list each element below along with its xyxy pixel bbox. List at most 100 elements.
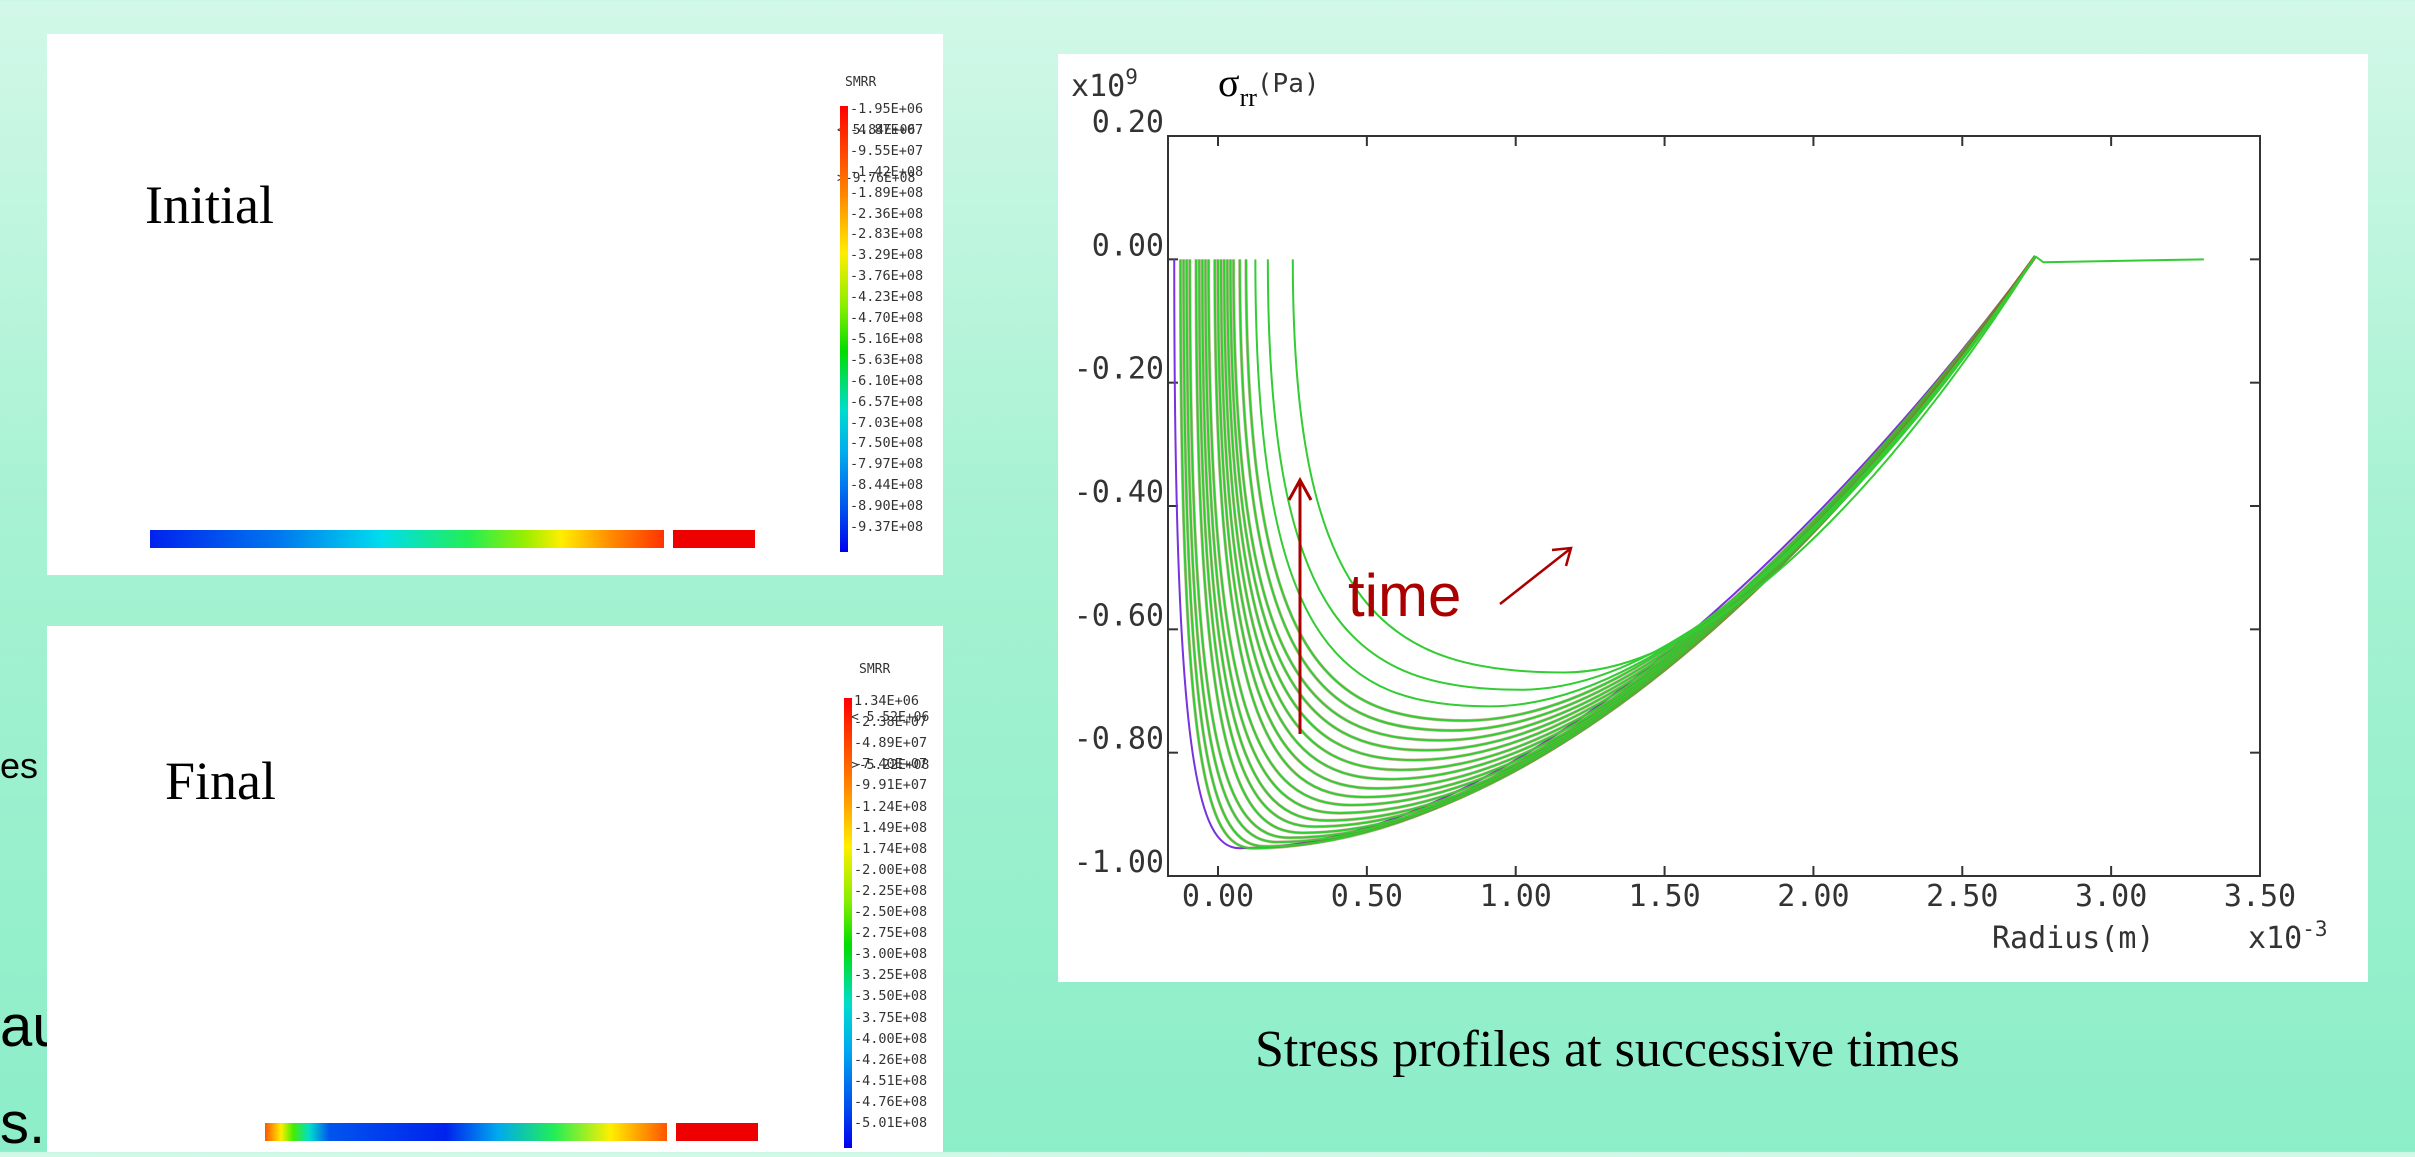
plot-frame [1167, 135, 2261, 877]
legend-value: -2.75E+08 [854, 925, 928, 942]
legend-value: 1.34E+06 [854, 693, 920, 709]
y-tick-label: -0.40 [1074, 475, 1164, 510]
legend-value: -1.42E+08 [850, 163, 924, 180]
legend-title: SMRR [845, 75, 877, 90]
legend-value: -7.40E+07 [854, 756, 928, 773]
legend-value: -5.16E+08 [850, 330, 924, 347]
x-tick-label: 2.50 [1926, 879, 1998, 914]
x-unit-exponent: x10-3 [2248, 917, 2327, 956]
y-tick-label: 0.20 [1092, 105, 1164, 140]
legend-colorbar-final [844, 698, 852, 1148]
initial-contour-segment [673, 530, 755, 548]
final-contour-segment [676, 1123, 758, 1141]
y-tick-label: -0.60 [1074, 598, 1164, 633]
legend-value: -3.76E+08 [850, 268, 924, 285]
legend-value: -3.75E+08 [854, 1009, 928, 1026]
legend-value: -5.01E+08 [854, 1115, 928, 1131]
legend-value: -8.44E+08 [850, 477, 924, 494]
series-curve [1173, 255, 2037, 850]
series-curve [1188, 255, 2037, 839]
legend-value: -2.25E+08 [854, 882, 928, 899]
panel-title-initial: Initial [145, 175, 274, 235]
chart-caption: Stress profiles at successive times [1255, 1021, 1960, 1078]
series-curve [1226, 255, 2037, 762]
series-curve-shadow [1197, 255, 2037, 829]
series-curve-shadow [1216, 255, 2037, 791]
legend-value: -4.00E+08 [854, 1030, 928, 1047]
initial-contour-panel: Initial SMRR < 5.84E+06 >-9.76E+08 -1.95… [47, 34, 943, 575]
series-curve [1207, 255, 2037, 807]
legend-header-final: SMRR < 5.52E+06 >-5.22E+08 [851, 630, 929, 806]
legend-value: -4.26E+08 [854, 1051, 928, 1068]
x-tick-label: 0.50 [1331, 879, 1403, 914]
y-tick-label: -0.20 [1074, 352, 1164, 387]
series-curve [1198, 255, 2037, 828]
series-curve [1216, 255, 2037, 790]
series-curve-shadow [1203, 255, 2037, 815]
x-tick-label: 1.00 [1480, 879, 1552, 914]
legend-value: -1.49E+08 [854, 819, 928, 836]
series-curve-shadow [1188, 255, 2037, 840]
legend-value: -9.91E+07 [854, 777, 928, 794]
final-contour-bar [265, 1123, 667, 1141]
legend-value: -3.29E+08 [850, 247, 924, 264]
x-axis-label: Radius(m) [1992, 921, 2155, 956]
series-curve [1266, 255, 2037, 691]
y-tick-label: -0.80 [1074, 722, 1164, 757]
series-curve [1254, 255, 2037, 708]
series-curve [1182, 255, 2037, 848]
legend-value: -4.23E+08 [850, 289, 924, 306]
legend-value: -6.57E+08 [850, 393, 924, 410]
y-tick-label: 0.00 [1092, 228, 1164, 263]
series-curves [1173, 255, 2204, 850]
legend-value: -2.50E+08 [854, 904, 928, 920]
series-curve-shadow [1244, 255, 2037, 723]
series-curve [1291, 255, 2037, 674]
y-axis-label: σrr(Pa) [1218, 60, 1320, 112]
series-curve [1185, 255, 2037, 844]
series-curve-shadow [1194, 255, 2037, 835]
stress-chart: 0.00 0.50 1.00 1.50 2.00 2.50 3.00 3.50 0.20 0.00… [1071, 60, 2327, 956]
series-curve [1179, 255, 2037, 850]
time-arrow-diagonal-head [1551, 546, 1573, 567]
legend-value: -1.74E+08 [854, 840, 928, 857]
series-curve-shadow [1206, 255, 2037, 807]
final-contour-panel: Final SMRR < 5.52E+06 >-5.22E+08 1.34E+0… [47, 626, 943, 1152]
legend-value: -3.00E+08 [854, 946, 928, 963]
legend-value: -7.50E+08 [850, 435, 924, 452]
legend-value: -8.90E+08 [850, 498, 924, 515]
initial-contour-bar [150, 530, 664, 548]
legend-value: -3.50E+08 [854, 988, 928, 1005]
legend-value: -9.55E+07 [850, 142, 924, 159]
tick-labels: 0.00 0.50 1.00 1.50 2.00 2.50 3.00 3.50 0.20 0.00… [1074, 105, 2296, 914]
series-curve-shadow [1219, 255, 2037, 781]
legend-value: -3.25E+08 [854, 967, 928, 984]
legend-value: -1.89E+08 [850, 184, 924, 201]
x-tick-label: 2.00 [1777, 879, 1849, 914]
legend-value: -4.89E+07 [854, 735, 928, 752]
stress-chart-panel: 0.00 0.50 1.00 1.50 2.00 2.50 3.00 3.50 0.20 0.00… [1058, 54, 2368, 982]
y-tick-label: -1.00 [1074, 845, 1164, 880]
legend-value: -5.63E+08 [850, 351, 924, 368]
x-tick-label: 3.00 [2075, 879, 2147, 914]
legend-value: -1.95E+06 [850, 101, 924, 117]
legend-value: -2.83E+08 [850, 226, 924, 243]
legend-value: -2.00E+08 [854, 861, 928, 878]
series-curve-shadow [1178, 255, 2037, 850]
legend-value: -2.36E+08 [850, 205, 924, 222]
legend-header-initial: SMRR < 5.84E+06 >-9.76E+08 [837, 43, 915, 219]
series-curve [1220, 255, 2037, 781]
legend-value: -7.03E+08 [850, 414, 924, 431]
legend-colorbar-initial [840, 106, 848, 552]
fragment-es: es [0, 745, 39, 786]
legend-value: -6.10E+08 [850, 372, 924, 389]
series-curve [1245, 255, 2037, 722]
legend-min: >-9.76E+08 [837, 171, 916, 186]
legend-value: -1.24E+08 [854, 798, 928, 815]
x-tick-label: 3.50 [2224, 879, 2296, 914]
series-curve [1195, 255, 2037, 834]
panel-title-final: Final [165, 751, 277, 811]
y-unit-exponent: x109 [1071, 65, 1138, 104]
series-tail [2034, 255, 2204, 264]
series-curve-shadow [1185, 255, 2037, 844]
